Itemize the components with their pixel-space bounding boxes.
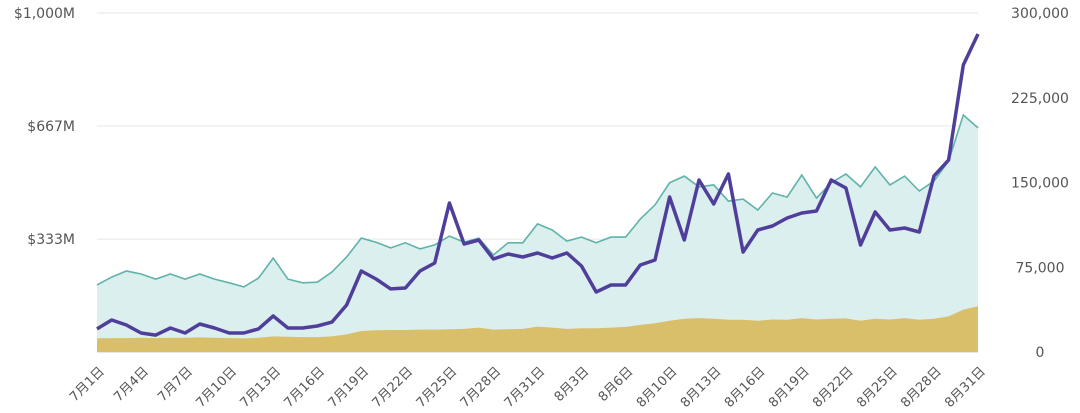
x-tick-label: 8月19日 [766,364,813,411]
x-tick-label: 8月6日 [596,364,637,405]
x-tick-label: 7月19日 [326,364,373,411]
teal-area [97,115,978,352]
y-right-tick-label: 225,000 [1011,91,1069,107]
y-left-tick-label: $667M [27,119,75,135]
y-left-tick-label: $1,000M [14,6,75,22]
x-tick-label: 8月10日 [634,364,681,411]
x-tick-label: 8月16日 [722,364,769,411]
x-tick-label: 7月4日 [111,364,152,405]
x-tick-label: 7月16日 [282,364,329,411]
y-right-tick-label: 300,000 [1011,6,1069,22]
plot-area [96,33,980,352]
y-axis-left: $333M $667M $1,000M [14,6,75,248]
x-tick-label: 7月7日 [155,364,196,405]
x-tick-label: 7月28日 [458,364,505,411]
x-tick-label: 8月31日 [942,364,989,411]
x-tick-label: 7月10日 [193,364,240,411]
x-tick-label: 7月13日 [237,364,284,411]
x-tick-label: 8月22日 [810,364,857,411]
x-tick-label: 7月1日 [67,364,108,405]
y-axis-right: 0 75,000 150,000 225,000 300,000 [1011,6,1069,361]
x-axis: 7月1日 7月4日 7月7日7月10日7月13日7月16日7月19日7月22日7月2… [67,364,989,411]
purple-line [96,33,980,337]
y-right-tick-label: 0 [1036,345,1045,361]
y-right-tick-label: 75,000 [1016,260,1065,276]
y-right-tick-label: 150,000 [1011,176,1069,192]
x-tick-label: 7月25日 [414,364,461,411]
x-tick-label: 7月22日 [370,364,417,411]
x-tick-label: 8月13日 [678,364,725,411]
x-tick-label: 8月25日 [854,364,901,411]
gold-area [97,306,978,352]
x-tick-label: 8月3日 [552,364,593,405]
y-left-tick-label: $333M [27,232,75,248]
x-tick-label: 8月28日 [898,364,945,411]
x-tick-label: 7月31日 [502,364,549,411]
